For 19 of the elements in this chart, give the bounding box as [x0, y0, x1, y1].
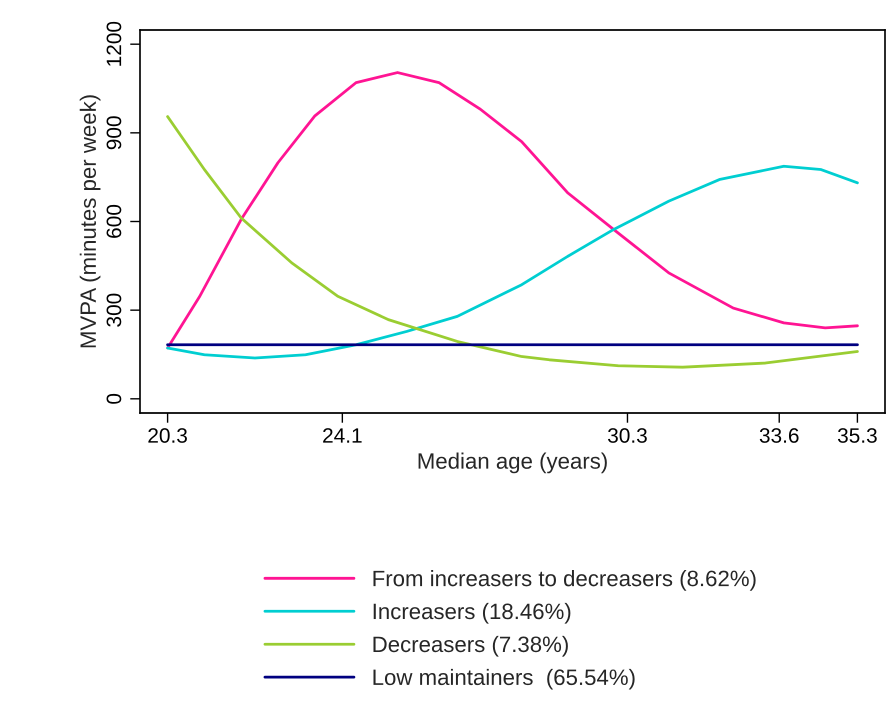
y-tick-label: 300 [106, 294, 122, 327]
y-tick-label: 1200 [106, 22, 122, 66]
legend-label: Decreasers (7.38%) [373, 636, 568, 657]
x-tick-label: 33.6 [760, 428, 799, 443]
line-series [166, 164, 859, 360]
legend-label: Low maintainers (65.54%) [373, 668, 635, 690]
y-tick-label: 0 [106, 394, 122, 404]
line-series [166, 71, 859, 350]
x-axis-title: Median age (years) [418, 452, 607, 474]
legend-label: From increasers to decreasers (8.62%) [373, 570, 756, 591]
x-tick-label: 30.3 [608, 428, 647, 443]
y-axis-title: MVPA (minutes per week) [80, 95, 100, 348]
legend-label: Increasers (18.46%) [374, 602, 570, 624]
y-tick-label: 600 [106, 204, 122, 238]
y-tick-label: 900 [106, 116, 122, 150]
x-tick-label: 35.3 [838, 428, 877, 443]
line-series [166, 115, 859, 369]
x-tick-label: 24.1 [323, 428, 362, 443]
x-tick-label: 20.3 [148, 428, 187, 443]
